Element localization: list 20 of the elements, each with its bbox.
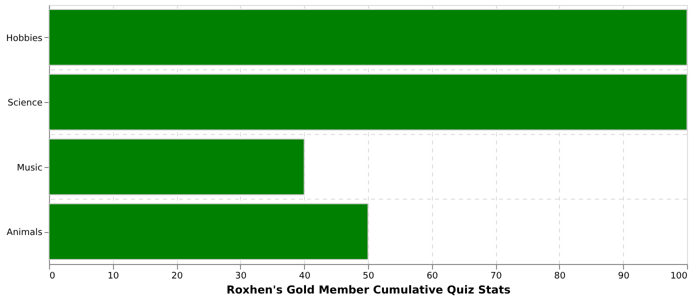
y-tick-label: Science <box>8 98 43 109</box>
y-tick-label: Hobbies <box>6 34 43 44</box>
x-tick-label: 0 <box>50 272 56 282</box>
x-tick-label: 80 <box>554 272 566 282</box>
x-tick-label: 40 <box>298 272 311 282</box>
x-tick-label: 50 <box>362 272 374 282</box>
bar <box>48 9 688 66</box>
x-tick-label: 90 <box>618 272 630 282</box>
x-axis-title: Roxhen's Gold Member Cumulative Quiz Stats <box>226 284 511 296</box>
x-tick-label: 60 <box>426 272 438 282</box>
bar <box>48 203 368 260</box>
x-tick-label: 10 <box>108 272 120 282</box>
y-tick-label: Music <box>16 163 43 174</box>
y-tick-label: Animals <box>6 228 43 238</box>
x-tick-label: 20 <box>171 272 184 282</box>
bar <box>48 74 688 130</box>
x-tick-label: 30 <box>235 272 247 282</box>
x-tick-label: 100 <box>670 272 688 282</box>
bar <box>48 138 305 196</box>
x-tick-label: 70 <box>490 272 502 282</box>
